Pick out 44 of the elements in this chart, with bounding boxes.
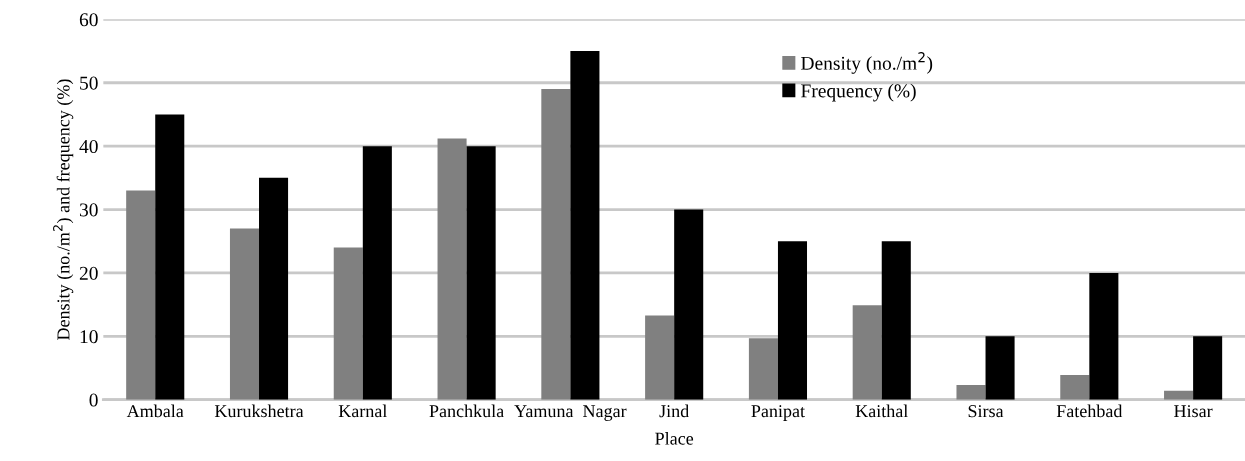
y-tick-label: 30 [79, 203, 98, 217]
x-tick-label: Kaithal [855, 404, 908, 418]
bar [541, 89, 571, 400]
x-tick-label: Jind [659, 404, 689, 418]
bar [1060, 374, 1090, 400]
bar [229, 228, 260, 400]
y-tick-label: 40 [79, 139, 98, 154]
legend-label: Density (no./m$^{2}$) [801, 52, 933, 74]
y-tick-label: 10 [80, 330, 98, 344]
x-tick-label: Sirsa [968, 405, 1004, 418]
bar [1089, 272, 1119, 400]
bar [674, 209, 704, 400]
bar [259, 177, 289, 400]
x-tick-label: Panipat [751, 405, 805, 421]
y-tick-label: 50 [80, 76, 98, 90]
x-tick-label: Ambala [126, 404, 184, 418]
bar [645, 315, 675, 400]
y-axis-title: Density (no./m$^{2}$) and frequency (%) [53, 79, 74, 340]
y-tick-label: 20 [79, 266, 98, 280]
bar [985, 336, 1015, 400]
y-tick-label: 0 [89, 393, 98, 407]
x-tick-label: Hisar [1174, 405, 1213, 418]
bar [155, 114, 185, 400]
bar [466, 146, 496, 400]
bar [777, 241, 808, 400]
bar [1164, 390, 1194, 400]
bar [126, 190, 156, 400]
bar [362, 146, 392, 400]
x-tick-label: Kurukshetra [214, 404, 304, 418]
bar [748, 338, 778, 400]
x-tick-label: Yamuna Nagar [514, 405, 627, 421]
bar [333, 247, 363, 400]
x-tick-label: Fatehbad [1056, 404, 1123, 418]
legend-label: Frequency (%) [801, 83, 916, 102]
bar [881, 241, 911, 400]
y-tick-label: 60 [79, 13, 98, 27]
bar [956, 385, 986, 400]
x-axis-title: Place [655, 432, 694, 445]
x-tick-label: Karnal [338, 404, 387, 418]
bar [437, 138, 467, 400]
bar [852, 305, 882, 400]
x-tick-label: Panchkula [429, 404, 504, 418]
bar [1193, 336, 1223, 400]
bar [570, 51, 600, 400]
